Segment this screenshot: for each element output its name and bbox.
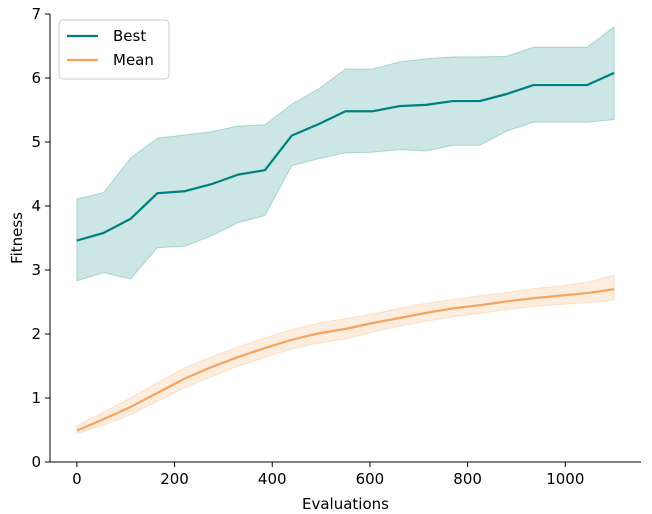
best-confidence-band xyxy=(76,25,615,282)
y-tick-label: 5 xyxy=(31,133,41,151)
mean-series-line xyxy=(76,288,615,432)
best-legend-label: Best xyxy=(113,27,146,45)
x-tick-label: 200 xyxy=(160,470,189,488)
series-lines xyxy=(76,71,615,432)
mean-confidence-band xyxy=(76,274,615,435)
y-tick-label: 7 xyxy=(31,5,41,23)
y-tick-label: 1 xyxy=(31,389,41,407)
y-tick-label: 3 xyxy=(31,261,41,279)
y-tick-label: 2 xyxy=(31,325,41,343)
y-tick-label: 6 xyxy=(31,69,41,87)
legend: Best Mean xyxy=(58,19,170,80)
x-tick-label: 0 xyxy=(72,470,82,488)
y-tick-label: 0 xyxy=(31,453,41,471)
legend-box xyxy=(58,19,170,80)
x-axis-label: Evaluations xyxy=(302,495,389,513)
mean-legend-label: Mean xyxy=(113,51,154,69)
axes xyxy=(49,14,641,463)
x-ticks: 0 200 400 600 800 1000 xyxy=(72,462,584,488)
y-tick-label: 4 xyxy=(31,197,41,215)
x-tick-label: 800 xyxy=(453,470,482,488)
confidence-bands xyxy=(76,25,615,435)
x-tick-label: 1000 xyxy=(546,470,584,488)
x-tick-label: 400 xyxy=(258,470,287,488)
x-tick-label: 600 xyxy=(356,470,385,488)
y-ticks: 0 1 2 3 4 5 6 7 xyxy=(31,5,50,471)
best-series-line xyxy=(76,71,615,242)
y-axis-label: Fitness xyxy=(8,212,26,264)
